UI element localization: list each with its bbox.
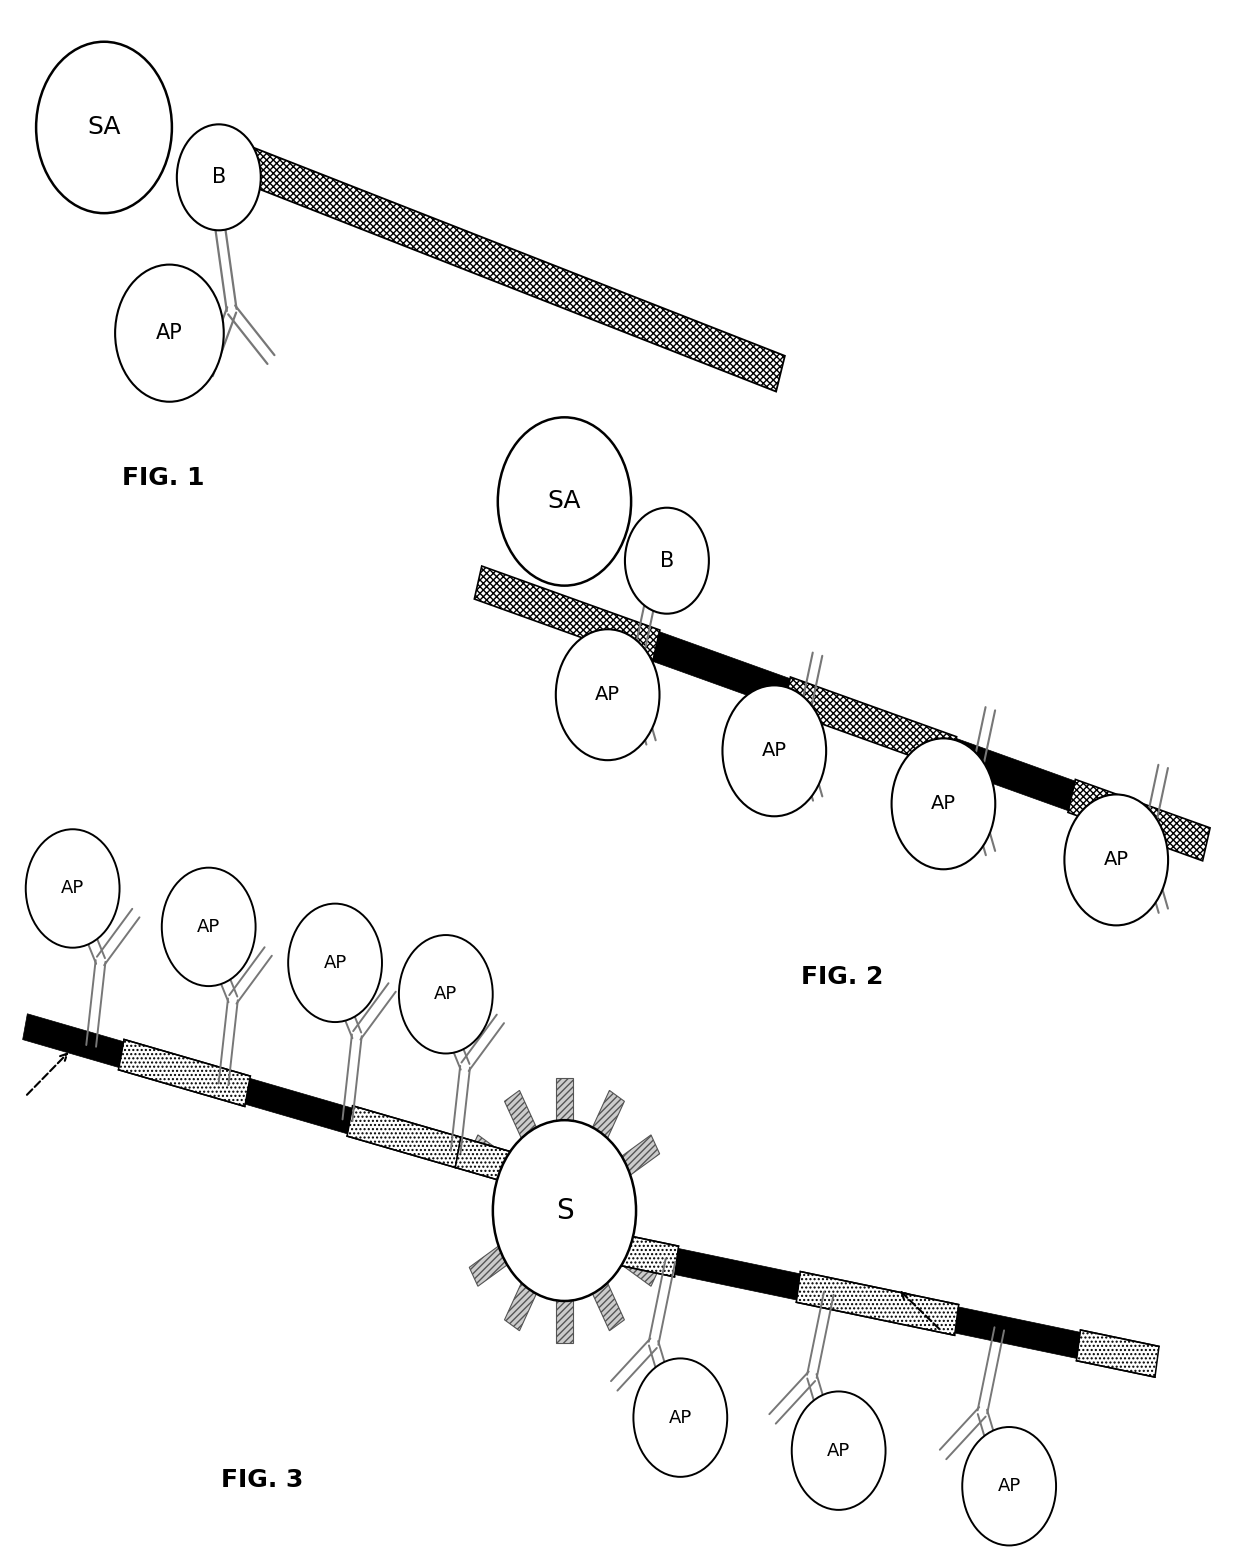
Polygon shape <box>505 1090 572 1217</box>
Polygon shape <box>796 1272 959 1336</box>
Text: AP: AP <box>1104 851 1128 870</box>
Circle shape <box>497 418 631 585</box>
Circle shape <box>634 1359 727 1476</box>
Text: S: S <box>556 1196 573 1225</box>
Text: FIG. 1: FIG. 1 <box>122 466 205 490</box>
Polygon shape <box>1076 1329 1159 1378</box>
Polygon shape <box>950 738 1075 810</box>
Text: SA: SA <box>548 490 582 513</box>
Circle shape <box>625 508 709 613</box>
Circle shape <box>791 1392 885 1509</box>
Polygon shape <box>675 1248 800 1300</box>
Polygon shape <box>239 145 785 391</box>
Circle shape <box>399 935 492 1054</box>
Polygon shape <box>469 1135 569 1220</box>
Text: AP: AP <box>434 985 458 1003</box>
Circle shape <box>556 629 660 760</box>
Polygon shape <box>119 1040 250 1106</box>
Polygon shape <box>560 1135 660 1220</box>
Circle shape <box>36 42 172 213</box>
Polygon shape <box>782 677 956 769</box>
Circle shape <box>177 124 260 230</box>
Polygon shape <box>955 1308 1080 1359</box>
Polygon shape <box>475 566 660 663</box>
Circle shape <box>1064 795 1168 926</box>
Text: FIG. 2: FIG. 2 <box>801 965 883 988</box>
Polygon shape <box>1068 779 1210 860</box>
Text: B: B <box>660 551 675 571</box>
Polygon shape <box>455 1137 564 1198</box>
Polygon shape <box>560 1201 660 1286</box>
Polygon shape <box>469 1201 569 1286</box>
Polygon shape <box>22 1013 124 1068</box>
Text: AP: AP <box>156 324 182 343</box>
Polygon shape <box>565 1223 678 1276</box>
Circle shape <box>115 264 223 402</box>
Text: AP: AP <box>197 918 221 935</box>
Circle shape <box>161 868 255 987</box>
Text: AP: AP <box>324 954 347 971</box>
Circle shape <box>288 904 382 1021</box>
Text: FIG. 3: FIG. 3 <box>221 1469 304 1492</box>
Polygon shape <box>505 1206 572 1331</box>
Polygon shape <box>556 1078 573 1211</box>
Text: B: B <box>212 167 226 188</box>
Text: AP: AP <box>761 741 787 760</box>
Text: AP: AP <box>931 795 956 813</box>
Circle shape <box>26 829 119 948</box>
Polygon shape <box>557 1090 625 1217</box>
Polygon shape <box>246 1078 352 1134</box>
Polygon shape <box>652 632 790 708</box>
Text: AP: AP <box>595 685 620 704</box>
Circle shape <box>492 1120 636 1301</box>
Text: AP: AP <box>997 1478 1021 1495</box>
Text: SA: SA <box>87 116 120 139</box>
Circle shape <box>962 1426 1056 1545</box>
Text: AP: AP <box>61 879 84 898</box>
Polygon shape <box>557 1206 625 1331</box>
Circle shape <box>892 738 996 870</box>
Text: AP: AP <box>827 1442 851 1459</box>
Circle shape <box>723 685 826 816</box>
Polygon shape <box>347 1106 461 1168</box>
Text: AP: AP <box>668 1409 692 1426</box>
Polygon shape <box>556 1211 573 1343</box>
